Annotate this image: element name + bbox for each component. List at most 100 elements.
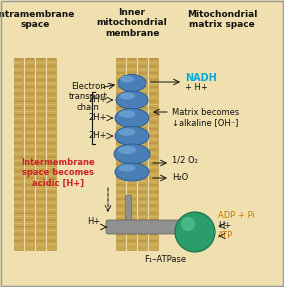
Bar xyxy=(36,156,45,158)
Bar xyxy=(127,107,136,109)
Bar xyxy=(36,104,45,105)
Bar xyxy=(149,195,158,196)
Text: Electron
transport
chain: Electron transport chain xyxy=(68,82,107,112)
Bar xyxy=(116,90,125,91)
Bar xyxy=(138,82,147,84)
Bar xyxy=(25,240,34,242)
Bar xyxy=(127,72,136,74)
Bar xyxy=(149,131,158,133)
Bar xyxy=(36,93,45,95)
Bar xyxy=(116,201,125,203)
Bar xyxy=(25,163,34,165)
Bar xyxy=(25,65,34,67)
Bar xyxy=(149,181,158,182)
Bar xyxy=(14,121,23,123)
Bar xyxy=(138,191,147,193)
Bar xyxy=(47,110,56,112)
Bar xyxy=(149,110,158,112)
Bar xyxy=(127,152,136,154)
Text: 2H+: 2H+ xyxy=(89,131,107,141)
Bar xyxy=(127,100,136,102)
Bar xyxy=(47,156,56,158)
Text: ATP: ATP xyxy=(218,232,233,241)
Bar xyxy=(36,58,45,60)
Bar xyxy=(149,146,158,147)
Bar xyxy=(116,93,125,95)
Bar xyxy=(149,149,158,151)
Bar xyxy=(116,243,125,245)
Bar xyxy=(25,177,34,179)
Bar xyxy=(116,156,125,158)
Bar xyxy=(138,230,147,231)
Bar xyxy=(116,61,125,63)
Bar xyxy=(116,125,125,126)
Bar xyxy=(116,149,125,151)
Bar xyxy=(127,128,136,130)
Bar xyxy=(14,216,23,217)
Bar xyxy=(127,243,136,245)
Bar xyxy=(138,187,147,189)
Bar xyxy=(138,226,147,228)
Bar xyxy=(25,152,34,154)
Bar xyxy=(14,86,23,88)
Bar xyxy=(25,104,34,105)
Bar xyxy=(47,142,56,144)
Bar xyxy=(47,212,56,214)
Bar xyxy=(47,114,56,116)
Bar xyxy=(149,166,158,168)
Circle shape xyxy=(175,212,215,252)
Text: 1/2 O₂: 1/2 O₂ xyxy=(172,156,198,164)
Bar xyxy=(14,174,23,175)
Bar xyxy=(36,243,45,245)
Bar xyxy=(36,110,45,112)
Bar xyxy=(14,65,23,67)
Bar xyxy=(127,110,136,112)
Bar xyxy=(36,139,45,140)
Bar xyxy=(149,156,158,158)
Bar xyxy=(116,191,125,193)
Ellipse shape xyxy=(115,108,149,127)
Bar xyxy=(127,198,136,200)
Bar xyxy=(149,163,158,165)
Bar xyxy=(138,156,147,158)
Text: H₂O: H₂O xyxy=(172,172,188,181)
Bar xyxy=(149,100,158,102)
Bar xyxy=(36,230,45,231)
Bar xyxy=(149,142,158,144)
Bar xyxy=(14,117,23,119)
Bar xyxy=(127,114,136,116)
Bar xyxy=(127,160,136,161)
Bar xyxy=(25,230,34,231)
Bar xyxy=(25,128,34,130)
Bar xyxy=(138,110,147,112)
Bar xyxy=(116,69,125,70)
Bar xyxy=(47,75,56,77)
Bar xyxy=(36,69,45,70)
Bar xyxy=(127,90,136,91)
Bar xyxy=(36,240,45,242)
Bar xyxy=(25,198,34,200)
Bar xyxy=(36,152,45,154)
Bar xyxy=(116,139,125,140)
Ellipse shape xyxy=(118,110,135,118)
Bar xyxy=(138,170,147,172)
Bar xyxy=(25,146,34,147)
Bar xyxy=(47,146,56,147)
Bar xyxy=(14,222,23,224)
Bar xyxy=(36,226,45,228)
Bar xyxy=(36,208,45,210)
Bar xyxy=(47,226,56,228)
Bar xyxy=(116,72,125,74)
Text: NADH: NADH xyxy=(185,73,217,83)
Bar xyxy=(36,233,45,235)
Bar xyxy=(116,96,125,98)
Bar xyxy=(14,191,23,193)
Bar xyxy=(25,110,34,112)
Bar xyxy=(127,69,136,70)
Bar xyxy=(36,90,45,91)
Bar xyxy=(149,212,158,214)
Bar xyxy=(149,222,158,224)
Bar xyxy=(127,195,136,196)
Bar xyxy=(149,96,158,98)
Bar xyxy=(149,177,158,179)
